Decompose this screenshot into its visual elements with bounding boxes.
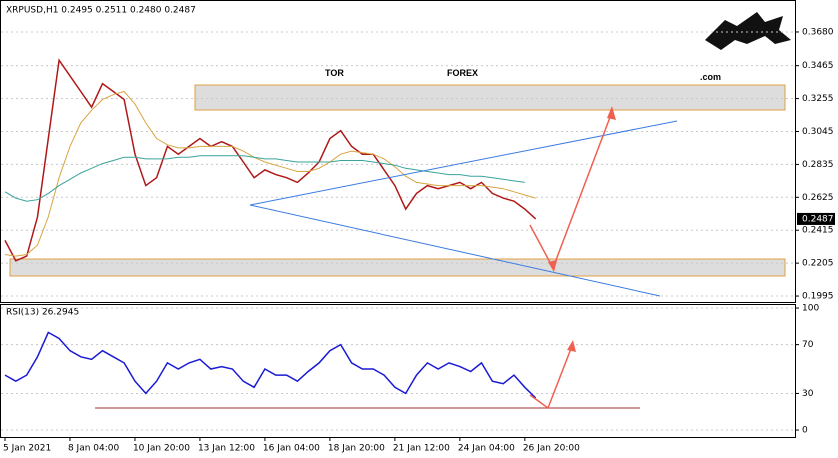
series-line [4, 90, 536, 257]
symbol-info: XRPUSD,H1 0.2495 0.2511 0.2480 0.2487 [6, 6, 196, 16]
series-line [4, 331, 537, 399]
y-tick-label: 0.1995 [802, 292, 834, 302]
logo-tor: TOR [325, 68, 344, 78]
x-tick-label: 16 Jan 04:00 [263, 444, 320, 454]
y-tick-label: 0.2205 [802, 259, 834, 269]
trend-line [249, 204, 661, 297]
x-tick-label: 18 Jan 20:00 [328, 444, 385, 454]
series-line [4, 58, 537, 262]
annotations [95, 106, 678, 410]
last-price-label: 0.2487 [802, 214, 834, 224]
y-tick-label: 0.3255 [802, 94, 834, 104]
y-tick-label: 0.2835 [802, 160, 834, 170]
resistance-zone [194, 84, 786, 111]
x-tick-label: 24 Jan 04:00 [458, 444, 515, 454]
price-panel [0, 0, 796, 303]
x-tick-label: 8 Jan 04:00 [68, 444, 120, 454]
x-tick-label: 21 Jan 12:00 [393, 444, 450, 454]
series-line [4, 155, 525, 202]
x-tick-label: 5 Jan 2021 [3, 444, 51, 454]
arrow-head [567, 340, 576, 352]
logo-domain: .com [700, 72, 721, 82]
x-tick-label: 13 Jan 12:00 [198, 444, 255, 454]
rsi-panel [0, 304, 796, 438]
last-price-box [797, 212, 835, 225]
rsi-title: RSI(13) 26.2945 [6, 308, 79, 318]
trend-line [249, 120, 678, 206]
y-tick-label: 70 [802, 340, 814, 350]
y-tick-label: 0 [802, 426, 808, 436]
logo-forex: FOREX [447, 68, 478, 78]
rsi-arrow [529, 345, 573, 410]
x-tick-label: 26 Jan 20:00 [523, 444, 580, 454]
watermark: TOR FOREX .com [325, 12, 791, 82]
y-tick-label: 0.3680 [802, 27, 834, 37]
y-tick-label: 100 [802, 304, 819, 314]
y-tick-label: 0.3465 [802, 61, 834, 71]
y-tick-label: 30 [802, 389, 814, 399]
y-tick-label: 0.2415 [802, 226, 834, 236]
x-tick-label: 10 Jan 20:00 [133, 444, 190, 454]
y-tick-label: 0.3045 [802, 127, 834, 137]
support-zone [9, 258, 786, 277]
y-tick-label: 0.2625 [802, 193, 834, 203]
logo-bull [705, 12, 791, 50]
